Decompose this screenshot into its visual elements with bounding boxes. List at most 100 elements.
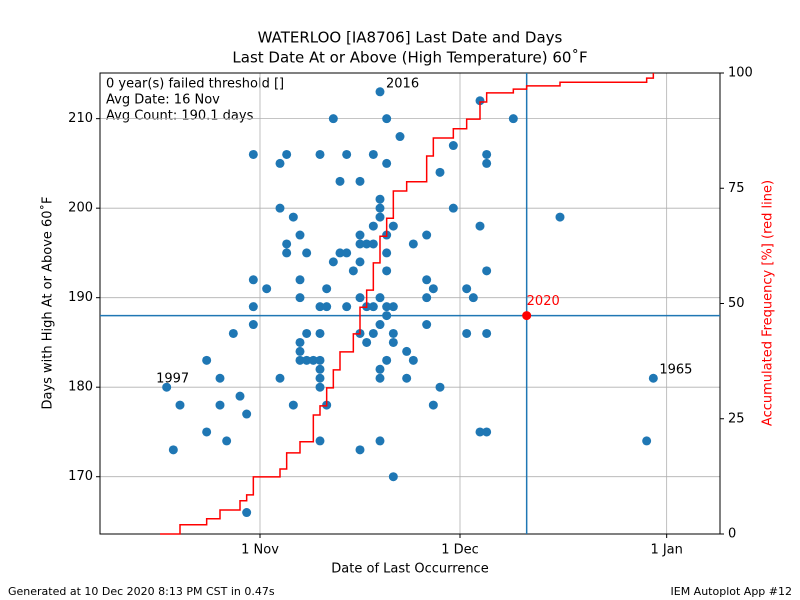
point	[308, 355, 318, 365]
point	[428, 284, 438, 294]
point	[248, 149, 258, 159]
annotation: 1965	[659, 363, 692, 378]
point	[248, 302, 258, 312]
point	[275, 373, 285, 383]
point	[428, 400, 438, 410]
point	[295, 337, 305, 347]
y-tick-label: 200	[68, 201, 93, 216]
point	[375, 436, 385, 446]
x-axis-label: Date of Last Occurrence	[331, 562, 488, 577]
point	[335, 248, 345, 258]
point	[508, 114, 518, 124]
y-tick-label: 170	[68, 469, 93, 484]
y2-tick-label: 75	[728, 181, 745, 196]
point	[242, 409, 252, 419]
point	[482, 158, 492, 168]
point	[375, 364, 385, 374]
point	[175, 400, 185, 410]
point	[368, 302, 378, 312]
point	[482, 328, 492, 338]
point	[202, 355, 212, 365]
accumulated-line	[160, 73, 655, 535]
point	[388, 337, 398, 347]
annotation: 1997	[156, 372, 189, 387]
point	[168, 445, 178, 455]
x-tick-label: 1 Dec	[441, 543, 479, 558]
point	[375, 87, 385, 97]
point	[202, 427, 212, 437]
point	[462, 328, 472, 338]
info-text: 0 year(s) failed threshold []	[106, 77, 284, 92]
point	[342, 248, 352, 258]
point	[262, 284, 272, 294]
point	[402, 373, 412, 383]
point	[642, 436, 652, 446]
point	[475, 427, 485, 437]
point	[422, 275, 432, 285]
point	[215, 373, 225, 383]
point	[555, 212, 565, 222]
point	[375, 203, 385, 213]
point	[482, 427, 492, 437]
y-axis-label: Days with High At or Above 60˚F	[40, 196, 56, 409]
point	[295, 230, 305, 240]
point	[215, 400, 225, 410]
x-tick-label: 1 Nov	[241, 543, 279, 558]
point	[388, 302, 398, 312]
point	[448, 141, 458, 151]
point	[328, 257, 338, 267]
point	[468, 293, 478, 303]
point	[368, 221, 378, 231]
point	[315, 436, 325, 446]
point	[522, 311, 532, 321]
point	[348, 266, 358, 276]
point	[422, 230, 432, 240]
point	[228, 328, 238, 338]
point	[342, 302, 352, 312]
point	[295, 275, 305, 285]
point	[315, 382, 325, 392]
point	[368, 149, 378, 159]
point	[408, 355, 418, 365]
point	[422, 293, 432, 303]
y2-tick-label: 0	[728, 527, 736, 542]
point	[355, 239, 365, 249]
point	[355, 445, 365, 455]
point	[382, 266, 392, 276]
point	[435, 167, 445, 177]
point	[388, 328, 398, 338]
point	[315, 355, 325, 365]
point	[302, 328, 312, 338]
point	[342, 149, 352, 159]
point	[335, 176, 345, 186]
point	[475, 221, 485, 231]
point	[282, 149, 292, 159]
point	[382, 355, 392, 365]
point	[388, 472, 398, 482]
info-text: Avg Date: 16 Nov	[106, 93, 220, 108]
point	[482, 266, 492, 276]
point	[288, 400, 298, 410]
y2-axis-label: Accumulated Frequency [%] (red line)	[761, 180, 776, 426]
point	[275, 158, 285, 168]
point	[355, 257, 365, 267]
point	[368, 239, 378, 249]
point	[315, 149, 325, 159]
x-tick-label: 1 Jan	[650, 543, 682, 558]
info-text: Avg Count: 190.1 days	[106, 109, 254, 124]
footer-left: Generated at 10 Dec 2020 8:13 PM CST in …	[8, 585, 275, 598]
point	[322, 302, 332, 312]
point	[295, 346, 305, 356]
point	[382, 114, 392, 124]
point	[282, 248, 292, 258]
y-tick-label: 190	[68, 290, 93, 305]
y-tick-label: 180	[68, 380, 93, 395]
point	[355, 230, 365, 240]
y2-tick-label: 100	[728, 66, 753, 81]
point	[648, 373, 658, 383]
point	[375, 373, 385, 383]
point	[242, 508, 252, 518]
y-tick-label: 210	[68, 111, 93, 126]
point	[375, 293, 385, 303]
point	[475, 96, 485, 106]
